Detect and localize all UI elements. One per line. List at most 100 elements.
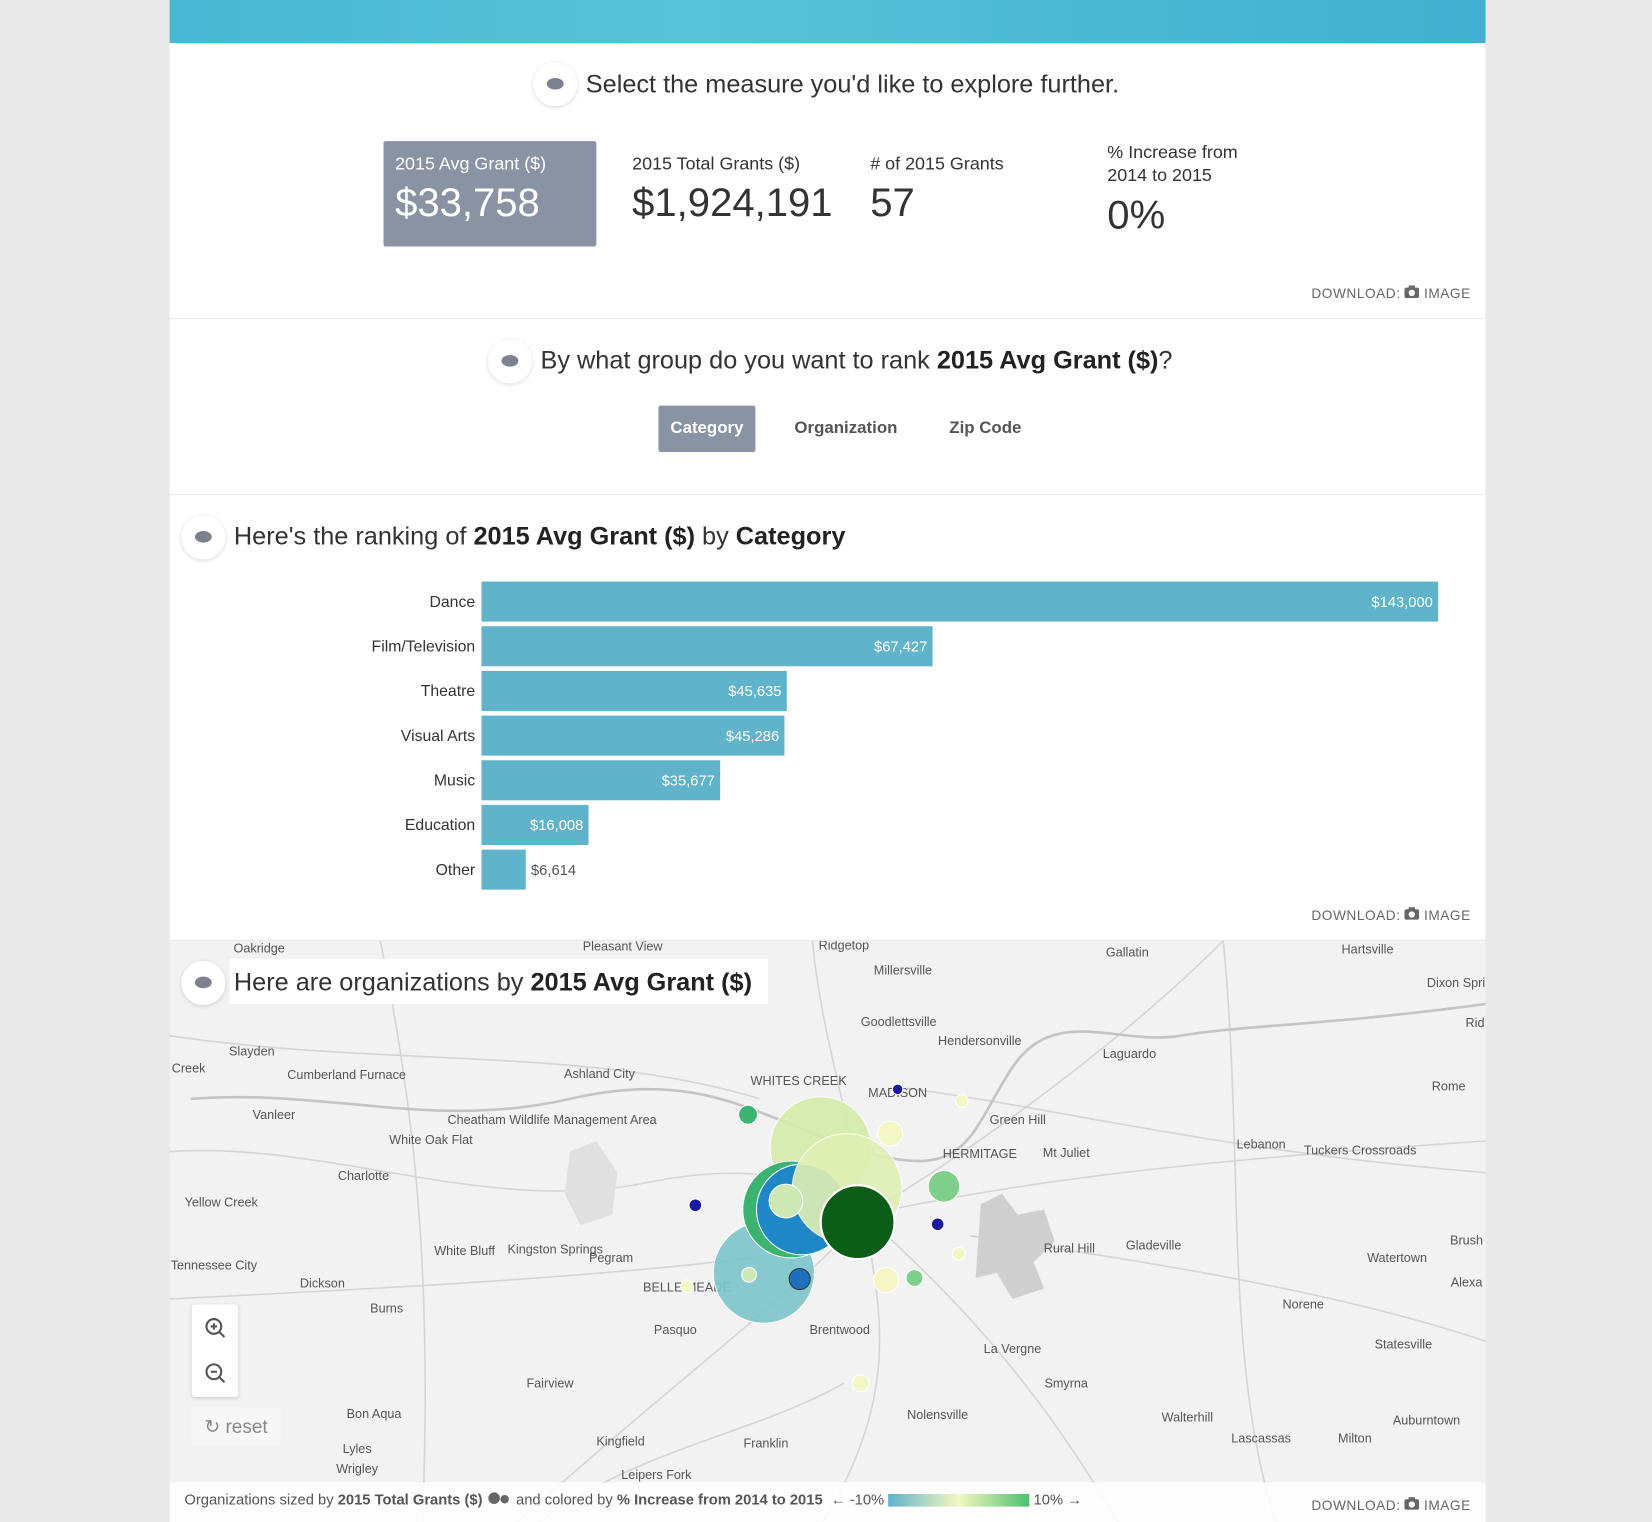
group-section: By what group do you want to rank 2015 A… [169,319,1486,495]
place-label: Cheatham Wildlife Management Area [448,1113,658,1127]
place-label: Pasquo [654,1323,697,1337]
place-label: WHITES CREEK [751,1074,848,1088]
value-label: $143,000 [1371,595,1432,611]
bar [481,849,526,890]
place-labels: Oakridge Pleasant View Ridgetop Gallatin Har… [171,941,1485,1482]
value-label: $45,286 [726,729,779,745]
group-button-selected[interactable]: Category [658,405,756,452]
place-label: Hartsville [1342,942,1394,956]
measure-label: 2015 Avg Grant ($) [395,153,547,174]
place-label: Burns [370,1302,403,1316]
place-label: La Vergne [984,1342,1042,1356]
download-label: DOWNLOAD: [1311,1497,1401,1513]
map: Oakridge Pleasant View Ridgetop Gallatin Har… [169,940,1486,1522]
place-label: Smyrna [1044,1377,1088,1391]
place-label: Gallatin [1106,946,1149,960]
value-label: $45,635 [728,684,781,700]
place-label: Ashland City [564,1067,636,1081]
measure-card[interactable]: 2015 Total Grants ($) $1,924,191 [632,154,832,227]
value-label: $6,614 [531,863,576,879]
bar [481,760,721,801]
bar-chart: Dance $143,000 Film/Television $67,427 Theat… [372,581,1439,890]
legend-text: Organizations sized by 2015 Total Grants… [184,1491,1082,1508]
place-label: Kingfield [596,1434,644,1448]
download: DOWNLOAD: IMAGE [1311,1497,1470,1513]
place-label: Pleasant View [583,941,664,953]
category-label: Dance [429,594,475,611]
place-label: Cumberland Furnace [287,1068,406,1082]
measure: 2015 Avg Grant ($) [530,968,753,997]
download-link[interactable]: IMAGE [1423,285,1471,302]
group-button[interactable]: Organization [794,419,898,438]
place-label: Brush [1450,1233,1483,1247]
measure-label: % Increase from 2014 to 2015 [1107,142,1238,186]
measure-value: 0% [1107,193,1166,239]
measure-card[interactable]: # of 2015 Grants 57 [870,154,1003,227]
place-label: Hendersonville [938,1034,1022,1048]
category-label: Theatre [421,683,476,700]
place-label: Leipers Fork [621,1468,692,1482]
reset-button[interactable]: ↻ reset [191,1407,281,1446]
text: By what group do you want to rank [540,346,930,376]
measure-value: $33,758 [395,181,540,226]
place-label: Norene [1283,1298,1324,1312]
place-label: Lascassas [1231,1431,1291,1445]
place-label: Charlotte [338,1169,389,1183]
camera-icon [1404,285,1420,299]
group: Category [735,522,846,552]
map-legend: Organizations sized by 2015 Total Grants… [169,1482,1486,1522]
place-label: White Bluff [434,1244,495,1258]
place-label: White Oak Flat [389,1133,473,1147]
chat-icon [487,339,533,384]
place-label: Mt Juliet [1043,1146,1090,1160]
category-label: Visual Arts [401,728,475,745]
prompt: Select the measure you'd like to explore… [585,70,1120,100]
place-label: Lebanon [1237,1137,1286,1151]
place-label: Pegram [589,1251,633,1265]
place-label: Vanleer [253,1108,296,1122]
measure-value: 57 [870,181,915,226]
category-label: Music [434,773,475,790]
group-button[interactable]: Zip Code [949,419,1022,438]
bar [481,581,1439,622]
ranking-section: Here's the ranking of 2015 Avg Grant ($)… [169,495,1486,940]
map-title-box [229,958,769,1005]
text: Organizations sized by [184,1490,334,1508]
zoom-controls [191,1304,239,1398]
place-label: Dickson [300,1276,345,1290]
map-section: Oakridge Pleasant View Ridgetop Gallatin Har… [169,940,1486,1522]
place-label: Gladeville [1126,1239,1181,1253]
bar [481,715,785,756]
chat-icon [533,62,578,107]
measure-card[interactable]: % Increase from 2014 to 2015 0% [1107,141,1265,239]
place-label: Watertown [1367,1251,1427,1265]
category-label: Film/Television [372,639,476,656]
place-label: Auburntown [1393,1413,1460,1427]
place-label: HERMITAGE [943,1147,1017,1161]
place-label: Bon Aqua [347,1407,403,1421]
download-link[interactable]: IMAGE [1423,1497,1471,1513]
banner [169,0,1486,44]
place-label: Creek [172,1062,206,1076]
legend-low: ← -10% [830,1490,885,1508]
bar [481,626,933,667]
value-label: $35,677 [662,774,715,790]
bar [481,670,787,711]
place-label: Rid [1466,1016,1485,1030]
place-label: Statesville [1375,1338,1433,1352]
reset-label: reset [225,1415,268,1438]
measure-card-selected[interactable]: 2015 Avg Grant ($) $33,758 [383,141,597,247]
rivers [190,1002,1486,1163]
place-label: Ridgetop [819,941,870,952]
download-link[interactable]: IMAGE [1423,907,1471,923]
place-label: Franklin [743,1437,788,1451]
legend-high: 10% → [1033,1490,1082,1508]
place-label: Nolensville [907,1408,968,1422]
measure: 2015 Avg Grant ($) [473,522,696,552]
value-label: $67,427 [874,640,927,656]
lake [975,1193,1055,1300]
place-label: Slayden [229,1045,275,1059]
camera-icon [1404,907,1420,920]
place-label: Laguardo [1103,1047,1156,1061]
